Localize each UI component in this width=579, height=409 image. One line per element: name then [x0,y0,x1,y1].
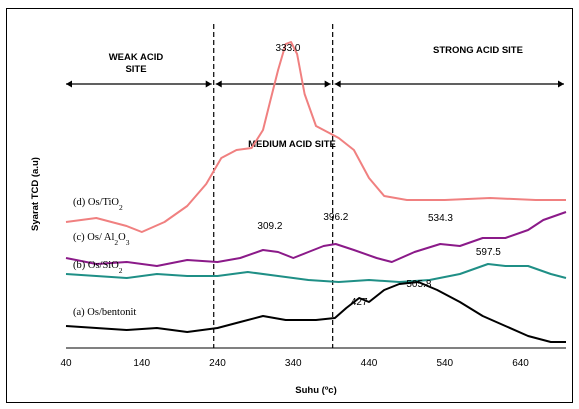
series-label-text: (a) Os/bentonit [73,307,136,318]
x-tick-label: 640 [512,358,529,369]
region-arrow [334,80,564,88]
peak-label: 505.8 [406,279,431,290]
x-tick-label: 140 [133,358,150,369]
series-label-b: (b) Os/SiO2 [73,260,123,275]
region-dividers [213,24,334,348]
region-arrow [215,80,331,88]
arrow-head [66,80,72,88]
series-line-b [65,263,567,283]
peak-label: 597.5 [476,247,501,258]
peak-label: 534.3 [428,213,453,224]
x-axis-label: Suhu (ºc) [295,385,336,396]
series-label-d: (d) Os/TiO2 [73,197,123,212]
series-line-d [65,41,566,233]
series-label-subscript: 2 [119,266,123,275]
series-label-text: (d) Os/TiO [73,197,119,208]
x-tick-label: 240 [209,358,226,369]
region-arrows [66,80,564,88]
x-tick-labels: 40 140 240 340 440 540 640 [60,358,529,369]
arrow-head [215,80,222,88]
y-axis-label: Syarat TCD (a.u) [30,157,41,231]
x-tick-label: 340 [285,358,302,369]
region-label: MEDIUM ACID SITE [248,139,336,150]
series-label-text: (b) Os/SiO [73,260,119,271]
series-line-c [65,211,567,267]
series-label-subscript: 2 [114,238,118,247]
series-line-a [65,281,566,343]
peak-label: 333.0 [275,43,300,54]
arrow-head [324,80,331,88]
series-labels: (d) Os/TiO2(c) Os/ Al2O3(b) Os/SiO2(a) O… [73,197,136,318]
x-tick-label: 440 [361,358,378,369]
peak-labels: 333.0 309.2 396.2 534.3 597.5 427 505.8 [257,43,501,308]
peak-label: 427 [351,297,368,308]
figure-frame [6,8,573,403]
series-label-tail-subscript: 3 [126,238,130,247]
x-tick-label: 540 [436,358,453,369]
arrow-head [205,80,212,88]
region-label: SITE [125,64,146,75]
series-label-c: (c) Os/ Al2O3 [73,232,130,247]
series-lines [65,41,567,343]
arrow-head [334,80,341,88]
series-label-subscript: 2 [119,203,123,212]
arrow-head [558,80,564,88]
region-label: WEAK ACID [109,52,164,63]
region-label: STRONG ACID SITE [433,45,523,56]
x-tick-label: 40 [60,358,72,369]
region-arrow [66,80,212,88]
peak-label: 396.2 [323,212,348,223]
series-label-tail: O [118,232,126,243]
peak-label: 309.2 [257,221,282,232]
series-label-a: (a) Os/bentonit [73,307,136,318]
series-label-text: (c) Os/ Al [73,232,114,243]
